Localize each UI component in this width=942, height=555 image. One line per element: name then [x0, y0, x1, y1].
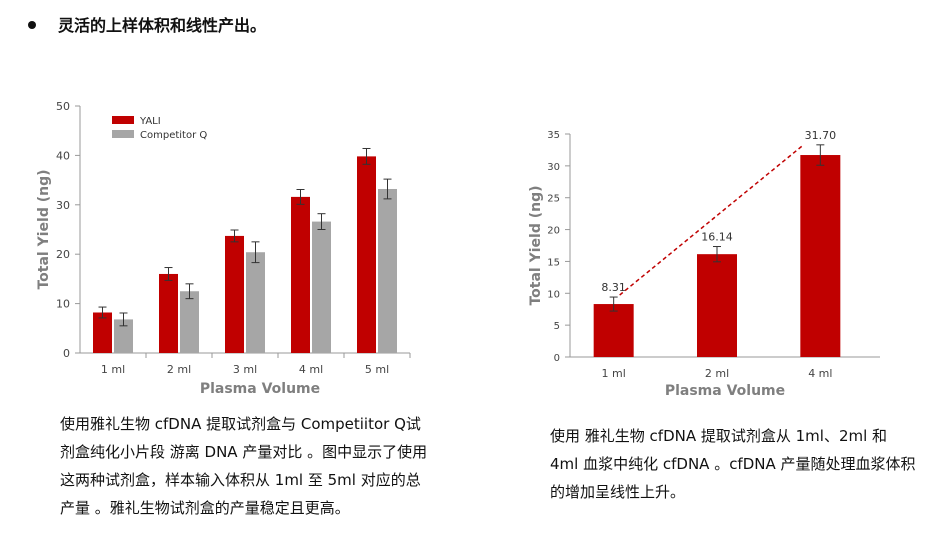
chart1-y-tick-label: 20: [56, 248, 70, 261]
section-heading: 灵活的上样体积和线性产出。: [28, 12, 266, 36]
chart1-bar-yali: [93, 312, 112, 353]
chart2-x-tick-label: 4 ml: [808, 367, 832, 380]
chart1-bar-competitor-q: [114, 319, 133, 353]
chart2-y-tick-label: 20: [547, 226, 560, 237]
chart2-y-tick-label: 30: [547, 162, 560, 173]
chart1-bar-competitor-q: [312, 221, 331, 353]
chart1-x-tick-label: 5 ml: [365, 363, 389, 376]
chart2-x-axis-title: Plasma Volume: [665, 383, 785, 399]
bullet-icon: [28, 20, 36, 29]
chart1-bar-yali: [225, 235, 244, 353]
chart1-y-tick-label: 10: [56, 298, 70, 311]
chart1-legend-label: YALI: [139, 116, 161, 127]
chart1-bar-competitor-q: [246, 252, 265, 353]
chart2-y-tick-label: 35: [547, 130, 560, 141]
chart1-bar-competitor-q: [378, 188, 397, 353]
chart2-y-tick-label: 5: [554, 321, 560, 332]
chart2-x-tick-label: 1 ml: [602, 367, 626, 380]
chart1-legend-swatch: [112, 116, 134, 124]
chart1-y-axis-title: Total Yield (ng): [36, 169, 52, 289]
chart1-legend-swatch: [112, 130, 134, 138]
chart2-trend-line: [619, 145, 803, 296]
chart1-x-tick-label: 3 ml: [233, 363, 257, 376]
chart2-data-label: 16.14: [701, 231, 733, 244]
chart2-data-label: 8.31: [601, 281, 626, 294]
chart2-y-tick-label: 10: [547, 289, 560, 300]
chart1-bar-yali: [159, 273, 178, 353]
chart1-x-tick-label: 1 ml: [101, 363, 125, 376]
chart1-y-tick-label: 0: [63, 347, 70, 360]
chart1-x-tick-label: 4 ml: [299, 363, 323, 376]
chart1-bar-yali: [291, 196, 310, 353]
chart1-x-tick-label: 2 ml: [167, 363, 191, 376]
chart1-y-tick-label: 40: [56, 149, 70, 162]
chart1-bar-competitor-q: [180, 291, 199, 353]
chart2-y-axis-title: Total Yield (ng): [528, 185, 544, 305]
caption-right: 使用 雅礼生物 cfDNA 提取试剂盒从 1ml、2ml 和 4ml 血浆中纯化…: [550, 427, 916, 501]
chart2-bar: [800, 155, 841, 357]
chart2-x-tick-label: 2 ml: [705, 367, 729, 380]
chart2-bar: [593, 304, 634, 357]
caption-left: 使用雅礼生物 cfDNA 提取试剂盒与 Competiitor Q试剂盒纯化小片…: [60, 415, 428, 517]
chart1-x-axis-title: Plasma Volume: [200, 381, 320, 397]
chart2-y-tick-label: 15: [547, 257, 560, 268]
chart1-bar-yali: [357, 156, 376, 353]
heading-text: 灵活的上样体积和线性产出。: [58, 16, 267, 35]
chart2-bar: [697, 254, 737, 357]
chart2-y-tick-label: 0: [554, 353, 560, 364]
chart1-legend-label: Competitor Q: [140, 130, 207, 141]
chart1-y-tick-label: 50: [56, 100, 70, 113]
chart2-data-label: 31.70: [805, 129, 837, 142]
chart1-y-tick-label: 30: [56, 199, 70, 212]
chart2-y-tick-label: 25: [547, 194, 560, 205]
